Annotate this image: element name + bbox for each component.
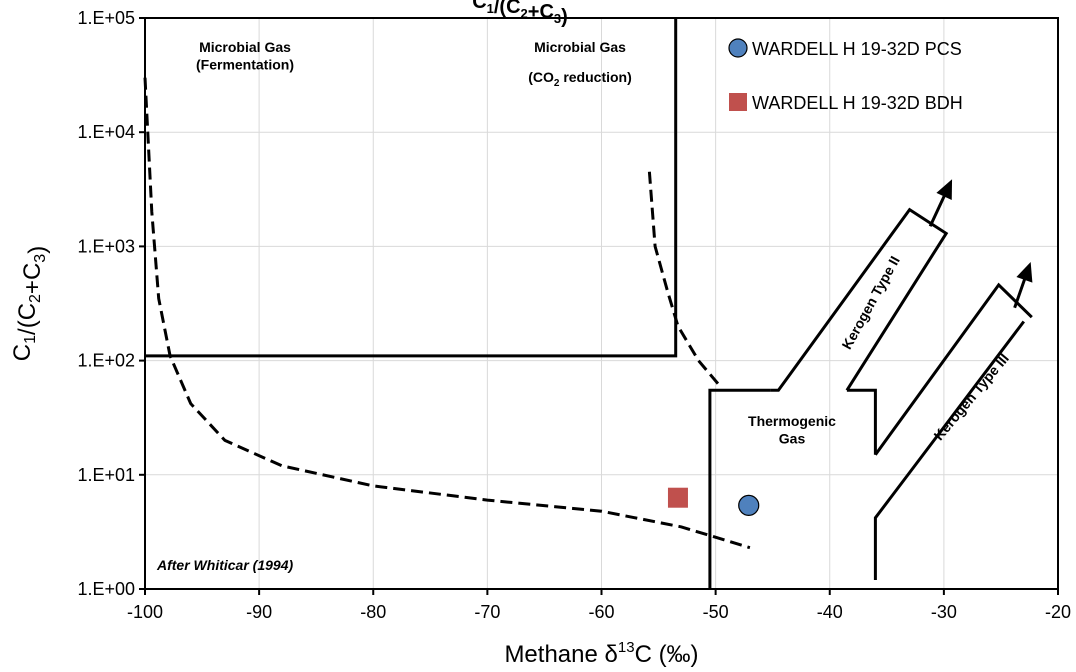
fermentation-dashed-curve — [143, 77, 751, 550]
region-label-thermogenic-line: Thermogenic — [748, 413, 836, 429]
y-tick-label: 1.E+03 — [77, 236, 135, 256]
kerogen-type-ii-band — [770, 207, 949, 392]
x-tick-label: -30 — [931, 602, 957, 622]
region-label-fermentation: Microbial Gas (Fermentation) — [196, 39, 294, 73]
legend-marker-pcs — [728, 38, 748, 58]
kerogen-arrow-shaft — [1013, 274, 1028, 309]
x-tick-label: -40 — [817, 602, 843, 622]
legend-label: WARDELL H 19-32D PCS — [752, 39, 962, 59]
x-tick-label: -100 — [127, 602, 163, 622]
boundary-lines — [143, 18, 1033, 589]
x-tick-label: -20 — [1045, 602, 1071, 622]
thermogenic-boundary-line — [846, 388, 877, 455]
region-label-fermentation-line: Microbial Gas — [199, 39, 291, 55]
thermogenic-boundary-line — [708, 388, 771, 589]
region-label-thermogenic: Thermogenic Gas — [748, 413, 836, 447]
x-tick-label: -60 — [588, 602, 614, 622]
data-points — [667, 487, 760, 516]
y-tick-label: 1.E+04 — [77, 122, 135, 142]
y-tick-label: 1.E+05 — [77, 8, 135, 28]
axes: -100 -90 -80 -70 -60 -50 -40 -30 -20 1.E+00 1.E+01… — [9, 0, 1071, 668]
legend: WARDELL H 19-32D PCS WARDELL H 19-32D BDH — [728, 38, 963, 113]
legend-label: WARDELL H 19-32D BDH — [752, 93, 963, 113]
x-tick-label: -70 — [474, 602, 500, 622]
y-axis-label: C1/(C2+C3) — [9, 246, 51, 361]
kerogen-arrow-head — [1016, 261, 1033, 283]
region-label-thermogenic-line: Gas — [779, 431, 806, 447]
x-tick-label: -80 — [360, 602, 386, 622]
y-tick-label: 1.E+00 — [77, 579, 135, 599]
y-tick-label: 1.E+01 — [77, 465, 135, 485]
thermogenic-boundary-line — [873, 320, 1025, 580]
data-point-pcs — [738, 494, 760, 516]
annotation-after-whiticar: After Whiticar (1994) — [156, 557, 293, 573]
region-label-co2-reduction: Microbial Gas — [534, 39, 626, 55]
microbial-boundary-line — [145, 18, 678, 358]
x-tick-label: -50 — [703, 602, 729, 622]
kerogen-arrow-head — [936, 179, 953, 200]
co2-reduction-dashed-curve — [647, 171, 723, 389]
chart-title: C1/(C2+C3) — [472, 0, 568, 28]
region-label-fermentation-line: (Fermentation) — [196, 57, 294, 73]
x-axis-label: Methane δ13C (‰) — [504, 639, 698, 668]
region-label-co2-reduction-line2: (CO2 reduction) — [528, 69, 632, 89]
y-tick-label: 1.E+02 — [77, 351, 135, 371]
data-point-bdh — [667, 487, 688, 508]
legend-marker-bdh — [729, 93, 747, 111]
x-tick-label: -90 — [246, 602, 272, 622]
kerogen-arrow-shaft — [928, 191, 948, 227]
kerogen-type-iii-band — [874, 282, 1033, 456]
